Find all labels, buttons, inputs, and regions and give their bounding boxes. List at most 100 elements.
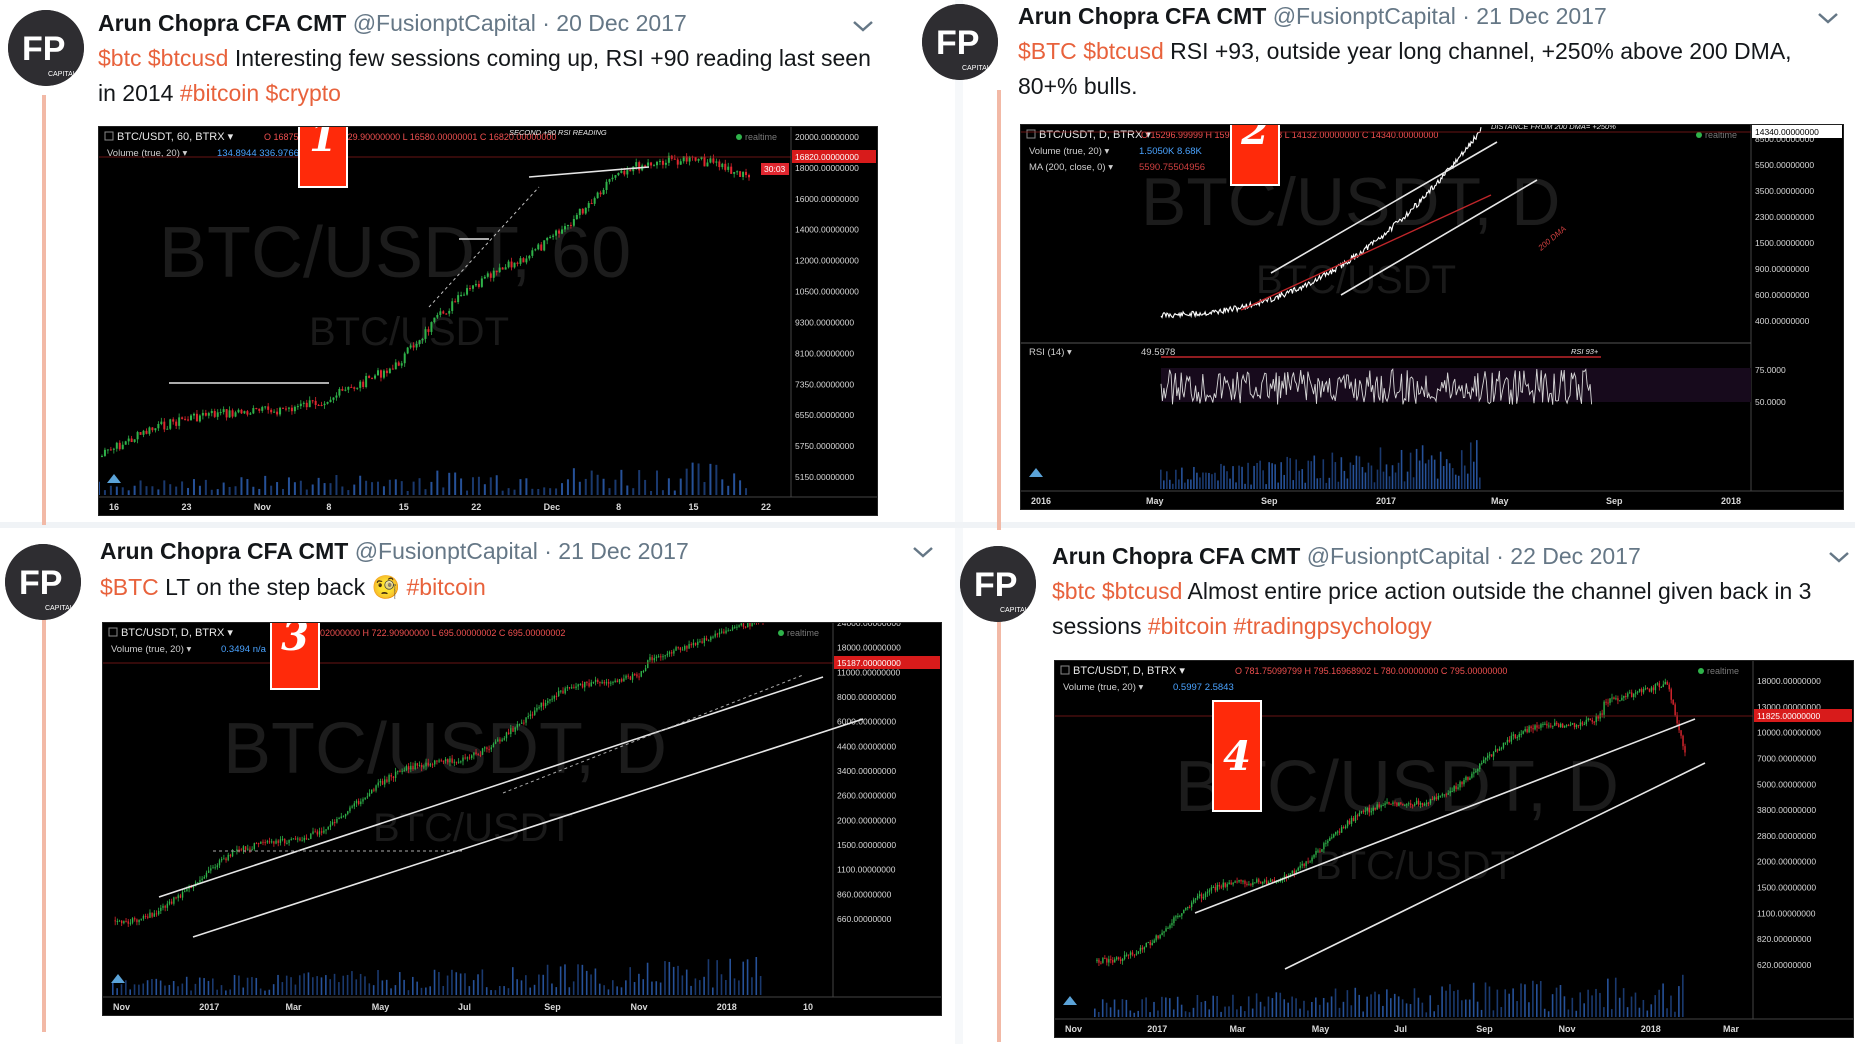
- volume-bar: [276, 482, 279, 495]
- tweet-date[interactable]: · 21 Dec 2017: [1462, 3, 1607, 29]
- candle-body: [1623, 696, 1625, 698]
- volume-bar: [433, 969, 436, 995]
- volume-bar: [727, 485, 730, 495]
- chart-image[interactable]: BTC/USDT, 60 BTC/USDT BTC/USDT, 60, BTRX ▾…: [98, 126, 878, 516]
- candle-body: [192, 413, 195, 416]
- avatar[interactable]: FP CAPITAL: [922, 4, 998, 80]
- author-handle[interactable]: @FusionptCapital: [1306, 543, 1490, 569]
- price-tick-label: 18000.00000000: [837, 643, 901, 653]
- candle-body: [516, 262, 519, 264]
- hashtag-link[interactable]: $btcusd: [1101, 578, 1183, 604]
- time-tick-label: Sep: [1606, 496, 1623, 506]
- candle-body: [1552, 725, 1554, 727]
- author-name[interactable]: Arun Chopra CFA CMT: [100, 538, 349, 564]
- tweet-date[interactable]: · 20 Dec 2017: [542, 10, 687, 36]
- volume-bar: [264, 990, 266, 995]
- volume-bar: [355, 979, 358, 995]
- candle-body: [1583, 724, 1586, 726]
- chevron-down-icon[interactable]: [1826, 547, 1852, 567]
- chart-image[interactable]: BTC/USDT, D BTC/USDT BTC/USDT, D, BTRX ▾ O …: [1054, 660, 1854, 1038]
- candle-body: [1550, 725, 1552, 727]
- chart-image[interactable]: BTC/USDT, D BTC/USDT BTC/USDT, D, BTRX ▾ O …: [1020, 124, 1844, 510]
- volume-bar: [1188, 1012, 1191, 1017]
- volume-bar: [1322, 997, 1325, 1017]
- volume-bar: [585, 970, 588, 995]
- author-handle[interactable]: @FusionptCapital: [354, 538, 538, 564]
- candle-body: [154, 428, 157, 431]
- hashtag-link[interactable]: $BTC: [1018, 38, 1077, 64]
- volume-bar: [1638, 1007, 1641, 1017]
- candle-body: [1406, 804, 1408, 806]
- logo-sub: CAPITAL: [962, 65, 991, 72]
- candle-body: [114, 920, 116, 922]
- volume-bar: [420, 987, 423, 995]
- chart-image[interactable]: BTC/USDT, D BTC/USDT BTC/USDT, D, BTRX ▾ O …: [102, 622, 942, 1016]
- hashtag-link[interactable]: $btcusd: [147, 45, 229, 71]
- author-handle[interactable]: @FusionptCapital: [352, 10, 536, 36]
- hashtag-link[interactable]: #tradingpsychology: [1233, 613, 1432, 639]
- hashtag-link[interactable]: #bitcoin: [1147, 613, 1228, 639]
- hashtag-link[interactable]: #bitcoin: [179, 80, 260, 106]
- volume-bar: [1271, 998, 1274, 1017]
- volume-bar: [1386, 989, 1388, 1017]
- volume-bar: [1346, 478, 1349, 489]
- candle-body: [1380, 805, 1382, 808]
- chevron-down-icon[interactable]: [1815, 8, 1841, 28]
- chart-menu-icon: [104, 131, 114, 141]
- price-tick-label: 4400.00000000: [837, 741, 896, 751]
- candle-body: [1451, 791, 1453, 793]
- author-handle[interactable]: @FusionptCapital: [1272, 3, 1456, 29]
- volume-bar: [1555, 987, 1558, 1017]
- candle-body: [581, 208, 584, 214]
- volume-bar: [1196, 472, 1198, 489]
- tweet-date[interactable]: · 21 Dec 2017: [544, 538, 689, 564]
- volume-bar: [1223, 465, 1225, 489]
- volume-bar: [368, 983, 371, 995]
- volume-bar: [673, 490, 676, 495]
- volume-bar: [264, 475, 267, 495]
- hashtag-link[interactable]: $btc: [1052, 578, 1096, 604]
- volume-bar: [1277, 482, 1279, 489]
- price-tick-label: 820.00000000: [1757, 934, 1812, 944]
- candle-body: [360, 801, 362, 805]
- candle-body: [1171, 923, 1173, 926]
- volume-bar: [677, 965, 679, 995]
- volume-bar: [168, 984, 171, 995]
- candle-body: [275, 840, 277, 844]
- thread-line: [997, 622, 1001, 1042]
- candle-body: [187, 419, 190, 421]
- candle-body: [1254, 882, 1256, 884]
- tweet-date[interactable]: · 22 Dec 2017: [1496, 543, 1641, 569]
- candle-body: [1567, 725, 1570, 727]
- avatar[interactable]: FP CAPITAL: [8, 10, 84, 86]
- avatar[interactable]: FP CAPITAL: [5, 544, 81, 620]
- time-tick-label: 23: [181, 502, 191, 512]
- volume-bar: [1488, 986, 1491, 1017]
- candle-body: [423, 766, 425, 768]
- volume-bar: [335, 475, 338, 495]
- author-name[interactable]: Arun Chopra CFA CMT: [1018, 3, 1267, 29]
- volume-bar: [1200, 1002, 1203, 1017]
- author-name[interactable]: Arun Chopra CFA CMT: [1052, 543, 1301, 569]
- chevron-down-icon[interactable]: [910, 542, 936, 562]
- chevron-down-icon[interactable]: [850, 16, 876, 36]
- candle-body: [282, 407, 285, 409]
- candle-body: [475, 752, 477, 755]
- avatar[interactable]: FP CAPITAL: [960, 546, 1036, 622]
- volume-bar: [220, 985, 223, 995]
- hashtag-link[interactable]: $btcusd: [1083, 38, 1164, 64]
- hashtag-link[interactable]: $btc: [98, 45, 142, 71]
- volume-bar: [1199, 477, 1201, 489]
- volume-bar: [1259, 460, 1261, 489]
- hashtag-link[interactable]: #bitcoin: [406, 574, 486, 600]
- candle-body: [1147, 942, 1149, 944]
- volume-bar: [733, 978, 736, 995]
- volume-bar: [733, 473, 736, 495]
- volume-bar: [745, 488, 748, 495]
- hashtag-link[interactable]: $BTC: [100, 574, 159, 600]
- volume-bar: [546, 964, 549, 995]
- candle-body: [1206, 891, 1209, 894]
- hashtag-link[interactable]: $crypto: [265, 80, 341, 106]
- candle-body: [296, 406, 299, 408]
- author-name[interactable]: Arun Chopra CFA CMT: [98, 10, 347, 36]
